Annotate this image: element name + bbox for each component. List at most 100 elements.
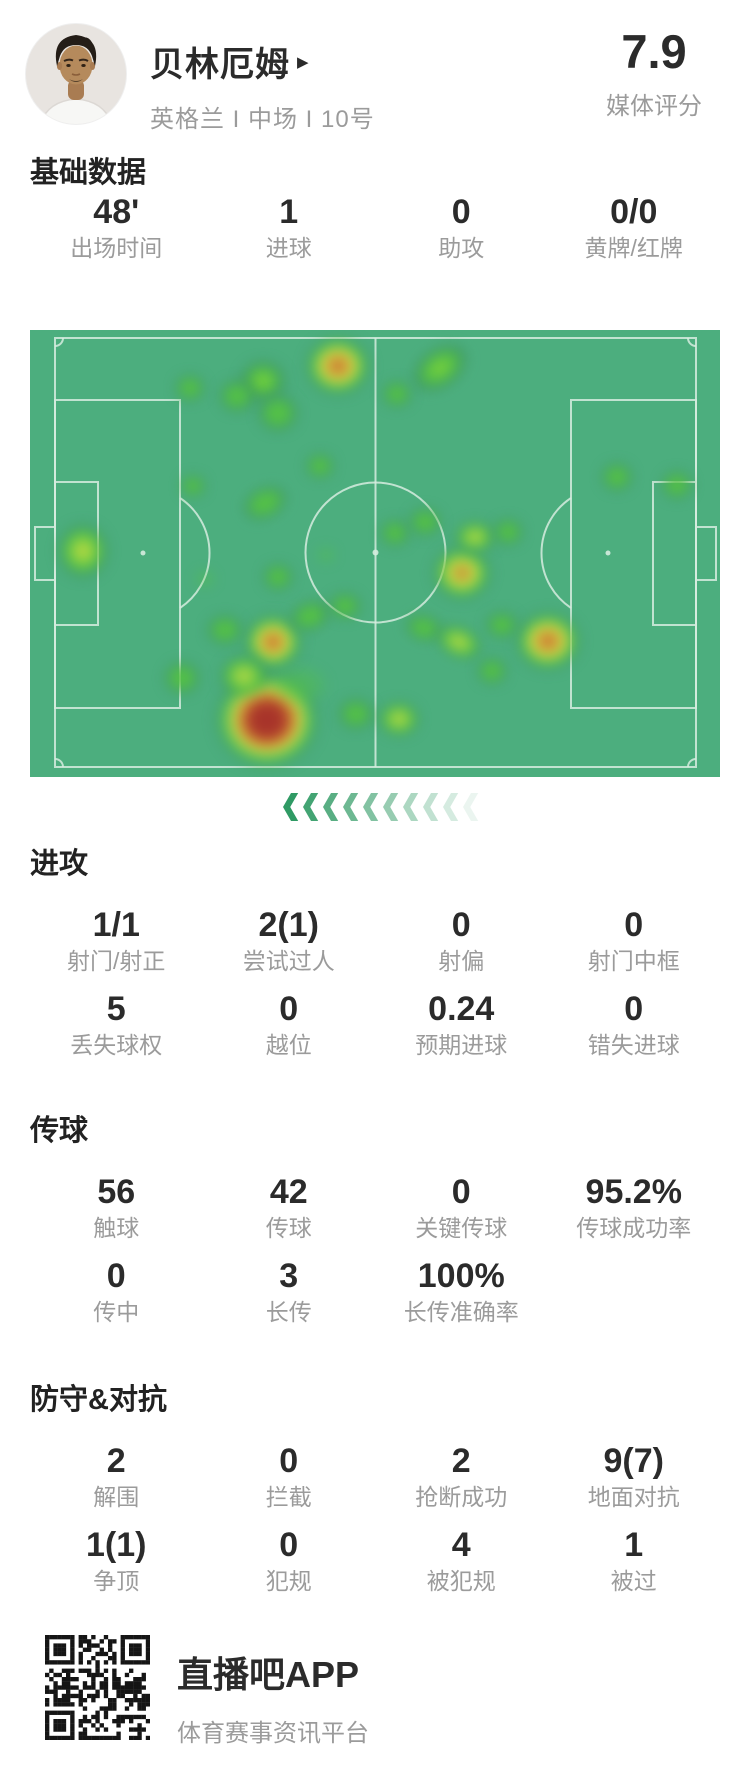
chevron-left-icon (323, 793, 339, 821)
app-footer: 直播吧APP 体育赛事资讯平台 (45, 1635, 750, 1748)
stat-cell: 0/0 黄牌/红牌 (548, 194, 721, 262)
stat-row: 1(1) 争顶 0 犯规 4 被犯规 1 被过 (0, 1527, 750, 1595)
player-meta: 英格兰 I 中场 I 10号 (150, 106, 375, 133)
stat-label: 射门中框 (587, 948, 680, 974)
expand-arrow-icon[interactable]: ▶ (297, 53, 309, 71)
stat-label: 解围 (93, 1484, 140, 1510)
attack-direction-chevrons-icon (8, 793, 750, 821)
stat-value: 9(7) (603, 1442, 664, 1480)
stat-value: 42 (269, 1173, 308, 1211)
stat-cell: 95.2% 传球成功率 (548, 1174, 721, 1242)
stat-value: 0 (279, 990, 299, 1028)
stat-label: 触球 (93, 1215, 140, 1241)
section-title: 传球 (30, 1115, 89, 1147)
section-title: 基础数据 (30, 157, 147, 189)
stat-label: 越位 (265, 1032, 312, 1058)
stat-row: 0 传中 3 长传 100% 长传准确率 (0, 1258, 750, 1326)
chevron-left-icon (383, 793, 399, 821)
stat-cell: 0 错失进球 (548, 991, 721, 1059)
rating-label: 媒体评分 (606, 93, 702, 120)
stat-cell: 1 被过 (548, 1527, 721, 1595)
attack-stats-grid: 1/1 射门/射正 2(1) 尝试过人 0 射偏 0 射门中框 5 丢失球权 0 越位 0.24 预期进球… (0, 907, 750, 1059)
stat-label: 地面对抗 (587, 1484, 680, 1510)
player-header: 贝林厄姆 ▶ 英格兰 I 中场 I 10号 7.9 媒体评分 (0, 0, 750, 134)
chevron-left-icon (343, 793, 359, 821)
section-title: 进攻 (30, 848, 89, 880)
stat-value: 95.2% (585, 1173, 682, 1211)
stat-cell: 0 关键传球 (375, 1174, 548, 1242)
chevron-left-icon (423, 793, 439, 821)
stat-label: 尝试过人 (242, 948, 335, 974)
app-tagline: 体育赛事资讯平台 (177, 1720, 369, 1747)
player-photo (26, 24, 126, 124)
chevron-left-icon (283, 793, 299, 821)
stat-label: 关键传球 (415, 1215, 508, 1241)
stat-value: 1 (279, 193, 299, 231)
stat-row: 48' 出场时间 1 进球 0 助攻 0/0 黄牌/红牌 (0, 194, 750, 262)
stat-label: 传球成功率 (576, 1215, 692, 1241)
stat-value: 3 (279, 1257, 299, 1295)
stat-cell: 5 丢失球权 (30, 991, 203, 1059)
stat-value: 100% (417, 1257, 505, 1295)
section-basic-data: 基础数据 48' 出场时间 1 进球 0 助攻 0/0 黄牌/红牌 (0, 159, 750, 262)
app-name: 直播吧APP (177, 1654, 360, 1695)
stat-label: 长传 (265, 1299, 312, 1325)
stat-value: 56 (97, 1173, 136, 1211)
player-identity: 贝林厄姆 ▶ 英格兰 I 中场 I 10号 (150, 23, 594, 134)
stat-label: 传球 (265, 1215, 312, 1241)
stat-value: 0 (279, 1442, 299, 1480)
stat-cell: 100% 长传准确率 (375, 1258, 548, 1326)
passing-stats-grid: 56 触球 42 传球 0 关键传球 95.2% 传球成功率 0 传中 3 长传 100% 长传准确率 (0, 1174, 750, 1326)
defense-stats-grid: 2 解围 0 拦截 2 抢断成功 9(7) 地面对抗 1(1) 争顶 0 犯规 4 被犯规 1 被过 (0, 1443, 750, 1595)
section-attack: 进攻 1/1 射门/射正 2(1) 尝试过人 0 射偏 0 射门中框 5 丢失球权 0 越位 0.24 预… (0, 850, 750, 1059)
stat-value: 2(1) (258, 906, 319, 944)
chevron-left-icon (463, 793, 479, 821)
stat-label: 拦截 (265, 1484, 312, 1510)
stat-cell: 0.24 预期进球 (375, 991, 548, 1059)
stat-label: 犯规 (265, 1568, 312, 1594)
section-passing: 传球 56 触球 42 传球 0 关键传球 95.2% 传球成功率 0 传中 3 长传 100% 长传准确… (0, 1117, 750, 1326)
stat-value: 0 (451, 906, 471, 944)
stat-row: 1/1 射门/射正 2(1) 尝试过人 0 射偏 0 射门中框 (0, 907, 750, 975)
stat-label: 被过 (610, 1568, 657, 1594)
stat-value: 1(1) (86, 1526, 147, 1564)
stat-value: 2 (451, 1442, 471, 1480)
stat-value: 0 (624, 906, 644, 944)
stat-label: 射偏 (438, 948, 485, 974)
stat-label: 错失进球 (587, 1032, 680, 1058)
stat-value: 0 (106, 1257, 126, 1295)
chevron-left-icon (443, 793, 459, 821)
stat-value: 2 (106, 1442, 126, 1480)
stat-cell: 56 触球 (30, 1174, 203, 1242)
stat-label: 出场时间 (70, 235, 163, 261)
stat-label: 争顶 (93, 1568, 140, 1594)
stat-cell: 1(1) 争顶 (30, 1527, 203, 1595)
stat-value: 1 (624, 1526, 644, 1564)
stat-value: 0 (624, 990, 644, 1028)
chevron-left-icon (303, 793, 319, 821)
section-title: 防守&对抗 (30, 1384, 167, 1416)
stat-label: 助攻 (438, 235, 485, 261)
stat-cell: 2 抢断成功 (375, 1443, 548, 1511)
stat-cell: 0 射偏 (375, 907, 548, 975)
stat-cell: 9(7) 地面对抗 (548, 1443, 721, 1511)
stat-cell: 1/1 射门/射正 (30, 907, 203, 975)
stat-value: 48' (93, 193, 140, 231)
stat-cell: 0 传中 (30, 1258, 203, 1326)
stat-value: 0 (279, 1526, 299, 1564)
stat-cell: 0 拦截 (203, 1443, 376, 1511)
stat-value: 0 (451, 1173, 471, 1211)
stat-cell: 42 传球 (203, 1174, 376, 1242)
chevron-left-icon (363, 793, 379, 821)
footer-info: 直播吧APP 体育赛事资讯平台 (177, 1635, 369, 1748)
stat-row: 5 丢失球权 0 越位 0.24 预期进球 0 错失进球 (0, 991, 750, 1059)
stat-cell: 4 被犯规 (375, 1527, 548, 1595)
stat-value: 0 (451, 193, 471, 231)
heatmap-pitch (30, 330, 720, 777)
stat-cell: 48' 出场时间 (30, 194, 203, 262)
stat-cell: 0 犯规 (203, 1527, 376, 1595)
rating-value: 7.9 (621, 25, 687, 78)
qr-code (45, 1635, 150, 1740)
stat-cell: 0 助攻 (375, 194, 548, 262)
